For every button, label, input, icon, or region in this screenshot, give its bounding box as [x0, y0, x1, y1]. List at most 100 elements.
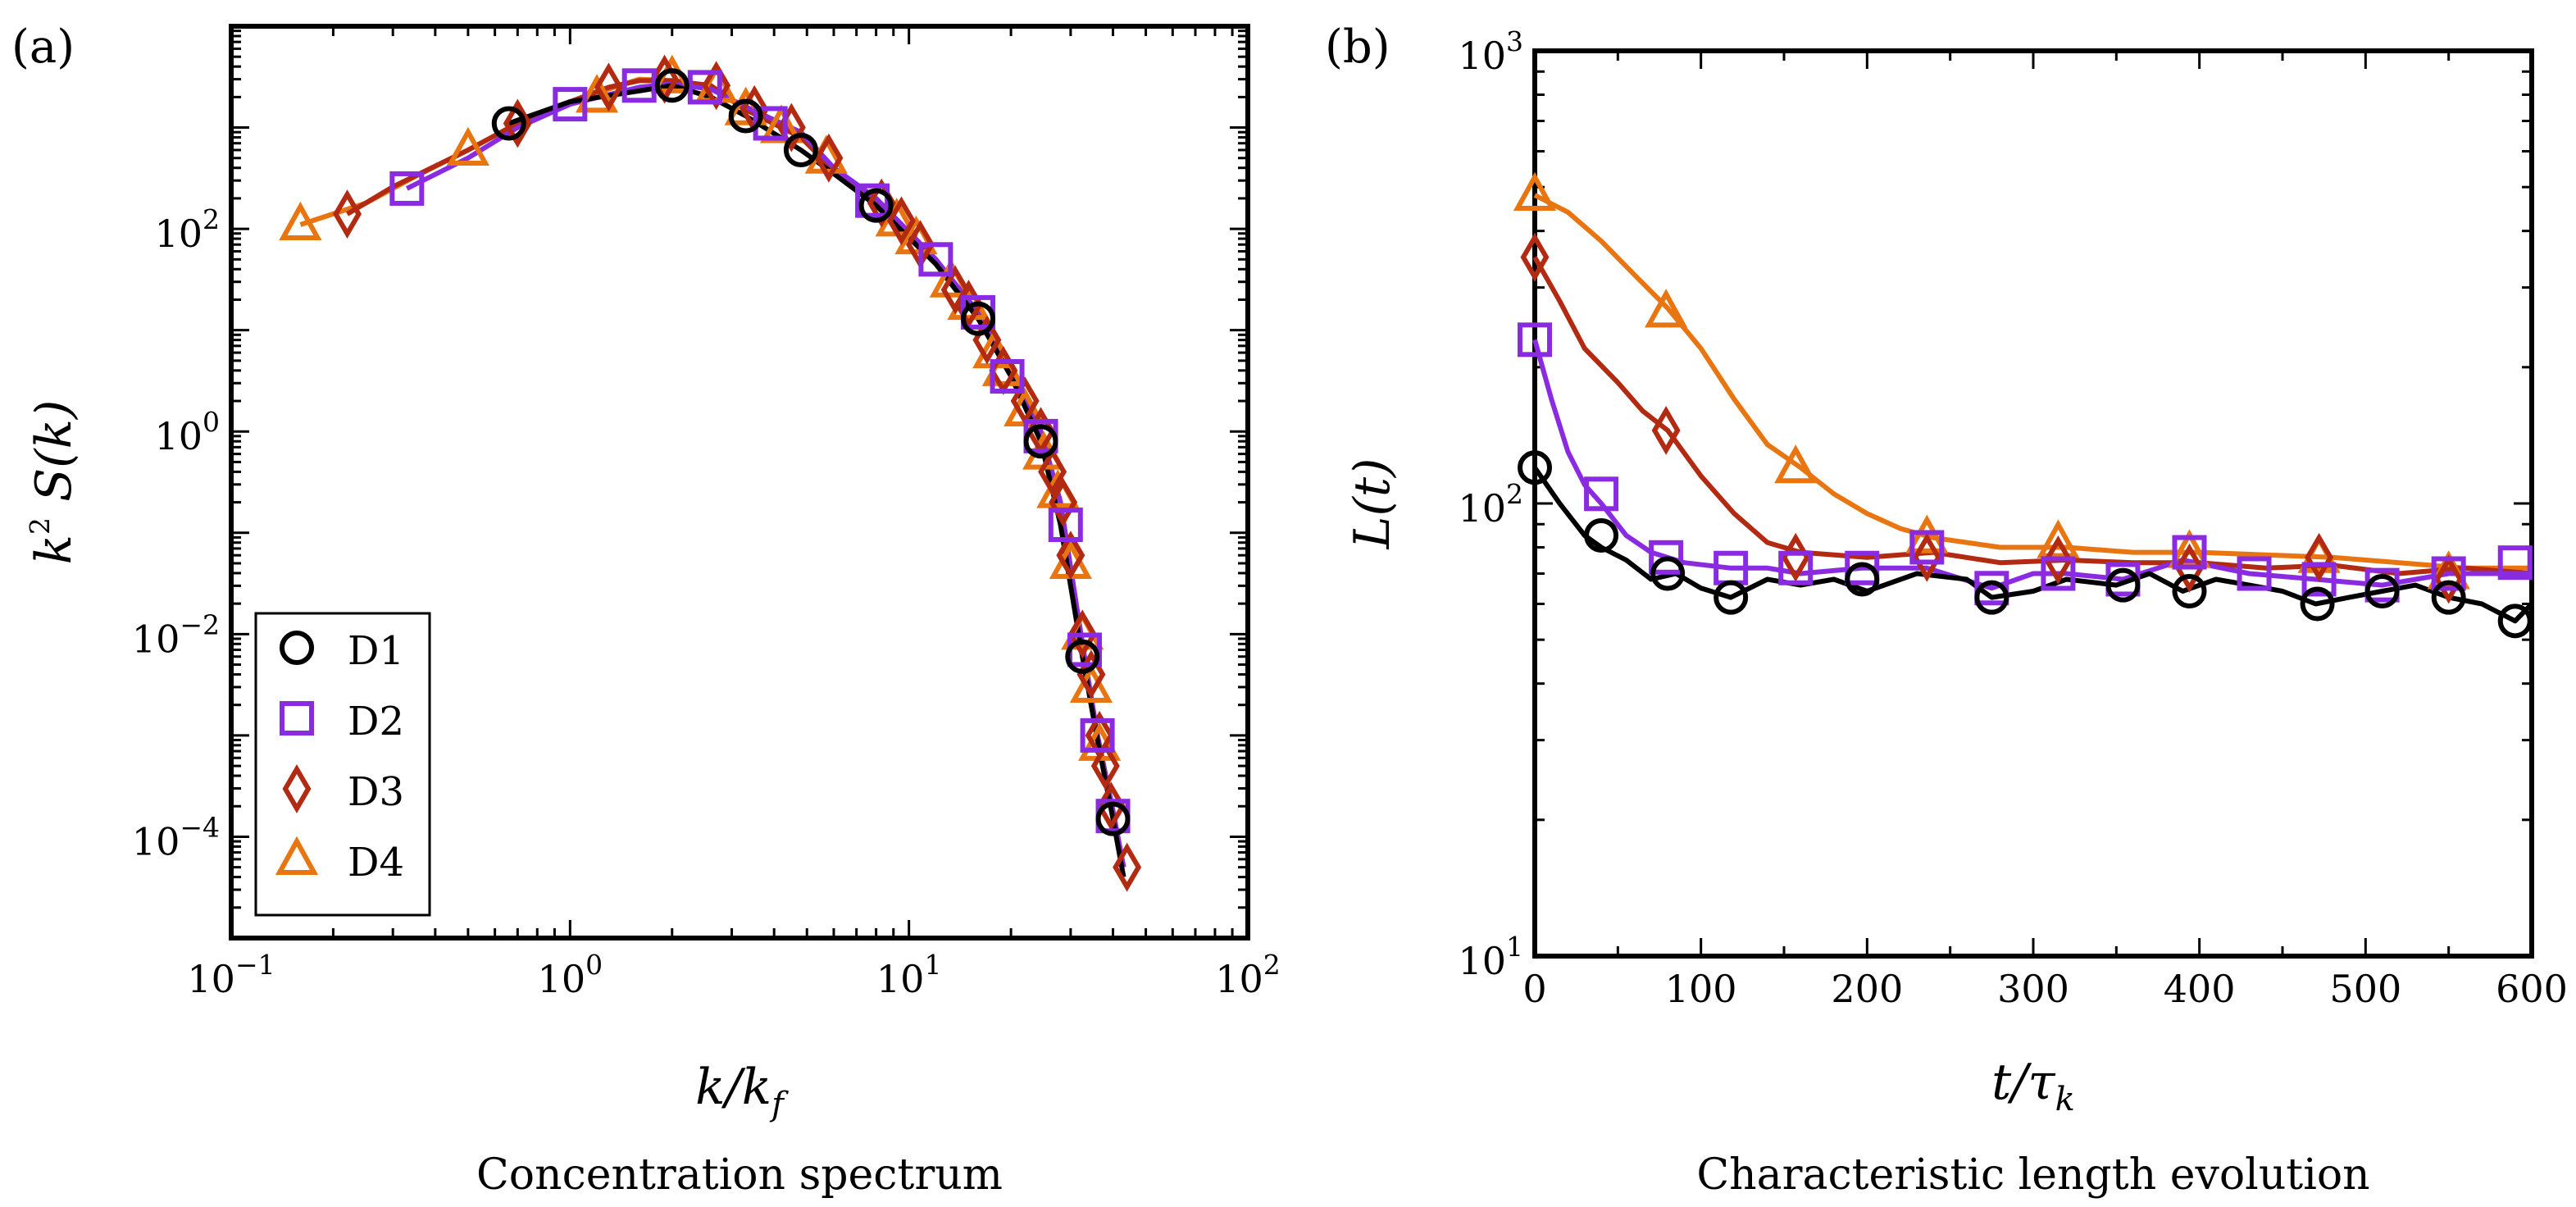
- legend-marker-shape-d2: [280, 701, 314, 736]
- panel-b-lines: [1532, 193, 2534, 624]
- panel-b-marker-d4-2: [1774, 444, 1818, 484]
- panel-b-markers: [1513, 171, 2533, 639]
- panel-a-marker-d2-5: [855, 183, 890, 218]
- legend-marker-d4: [275, 836, 319, 875]
- panel-b-marker-d1-9: [2364, 573, 2400, 608]
- panel-a-marker-d3-25: [1113, 842, 1142, 892]
- legend-label-d3: D3: [348, 769, 404, 815]
- panel-a-marker-d3-7: [814, 133, 844, 183]
- legend-marker-d2: [280, 701, 314, 736]
- panel-b-marker-d2-2: [1649, 540, 1684, 575]
- panel-b-x-tick-label-0: 0: [1522, 967, 1546, 1011]
- panel-a-x-tick-label-3: 102: [1215, 949, 1281, 1001]
- panel-a-x-axis-label: k/kf: [695, 1059, 789, 1123]
- legend-label-d1: D1: [348, 628, 404, 674]
- panel-a-marker-d4-0: [279, 201, 322, 240]
- panel-b-marker-d2-15: [2497, 545, 2533, 581]
- panel-a-marker-d1-8: [1095, 801, 1131, 836]
- panel-a-marker-d1-2: [728, 98, 763, 134]
- panel-b-x-axis-label: t/τk: [1991, 1054, 2075, 1118]
- legend-marker-d3: [282, 764, 312, 813]
- panel-a-marker-d2-0: [389, 171, 425, 206]
- panel-a-marker-d3-2: [594, 62, 623, 112]
- panel-a-marker-d3-17: [1038, 447, 1067, 497]
- panel-b-plot-frame: [1532, 48, 2534, 959]
- panel-a-marker-d2-6: [918, 242, 953, 277]
- panel-b-marker-d2-7: [1974, 571, 2009, 606]
- legend-label-d2: D2: [348, 699, 404, 745]
- panel-b-marker-d1-11: [2497, 604, 2533, 639]
- panel-a-marker-d3-0: [333, 189, 362, 239]
- panel-a-marker-d1-6: [1023, 424, 1058, 459]
- panel-a-marker-d1-7: [1065, 639, 1100, 674]
- panel-b-marker-d2-8: [2041, 556, 2076, 591]
- panel-b-y-tick-label-0: 101: [1458, 931, 1523, 983]
- panel-a-y-axis-label: k2 S(k): [24, 400, 83, 565]
- panel-b-marker-d3-5: [2175, 543, 2204, 593]
- panel-b-x-tick-label-5: 500: [2329, 967, 2401, 1011]
- panel-b-marker-d1-4: [1845, 562, 1880, 597]
- panel-a-y-tick-label-2: 100: [154, 406, 220, 458]
- panel-b-x-tick-label-3: 300: [1997, 967, 2069, 1011]
- legend-entry-d1: D1: [280, 628, 404, 674]
- panel-a-x-tick-label-1: 100: [538, 949, 603, 1001]
- panel-b-marker-d2-5: [1845, 550, 1880, 585]
- panel-b-marker-d2-12: [2301, 562, 2337, 597]
- panel-b-x-tick-labels: 0 100 200 300 400 500 600: [1522, 967, 2568, 1011]
- panel-a-y-tick-label-1: 10−2: [132, 608, 220, 661]
- legend-entry-d4: D4: [275, 836, 404, 886]
- panel-a-marker-d3-1: [503, 98, 532, 148]
- panel-b-label: (b): [1325, 20, 1390, 74]
- panel-b-marker-d3-0: [1520, 232, 1550, 282]
- panel-a-marker-d1-5: [961, 301, 996, 336]
- panel-a-label: (a): [11, 20, 75, 74]
- panel-b-marker-d4-4: [2037, 519, 2080, 558]
- panel-b-y-axis-label: L(t): [1344, 458, 1401, 550]
- panel-a-marker-d4-19: [1069, 663, 1113, 703]
- panel-b-marker-d2-4: [1778, 550, 1814, 585]
- panel-b-marker-d1-6: [2105, 567, 2141, 603]
- panel-a-line-d2: [405, 81, 1126, 868]
- panel-b-line-d2: [1532, 339, 2532, 591]
- panel-a-marker-d2-10: [1048, 507, 1083, 542]
- panel-a-marker-d2-12: [1080, 717, 1115, 753]
- panel-a-marker-d3-19: [1056, 531, 1085, 581]
- panel-b-y-tick-labels: 101 102 103: [1458, 25, 1523, 983]
- panel-a-caption: Concentration spectrum: [476, 1150, 1003, 1200]
- panel-b-marker-d3-1: [1651, 405, 1681, 455]
- panel-a-marker-d2-3: [687, 70, 722, 105]
- panel-a-x-tick-label-2: 101: [876, 949, 942, 1001]
- panel-a-marker-d3-9: [886, 196, 916, 246]
- panel-a-marker-d3-11: [940, 265, 970, 315]
- legend-entry-d2: D2: [280, 699, 404, 745]
- panel-b-marker-d2-1: [1584, 476, 1619, 512]
- panel-a-marker-d2-4: [753, 106, 788, 141]
- legend-marker-d1: [280, 631, 314, 665]
- panel-b-marker-d3-3: [1912, 532, 1941, 582]
- panel-a-marker-d3-21: [1076, 649, 1106, 699]
- panel-b-marker-d1-10: [2431, 580, 2466, 615]
- legend-label-d4: D4: [348, 840, 404, 886]
- panel-b-marker-d2-6: [1909, 530, 1945, 565]
- panel-a-marker-d1-3: [783, 132, 818, 167]
- panel-b-marker-d4-0: [1513, 171, 1557, 211]
- panel-b-x-tick-label-2: 200: [1831, 967, 1903, 1011]
- panel-b-marker-d1-5: [1974, 580, 2009, 615]
- panel-a-markers: [279, 54, 1142, 892]
- panel-a-x-tick-labels: 10−1 100 101 102: [187, 949, 1280, 1001]
- legend-marker-shape-d1: [280, 631, 314, 665]
- panel-a-marker-d1-1: [654, 68, 690, 103]
- panel-b-y-tick-label-1: 102: [1458, 478, 1523, 531]
- panel-a-marker-d3-4: [702, 61, 731, 111]
- panel-a-marker-d3-20: [1067, 609, 1097, 659]
- panel-b-marker-d3-7: [2434, 554, 2464, 604]
- panel-b-x-tick-label-1: 100: [1665, 967, 1737, 1011]
- panel-a-marker-d4-6: [759, 104, 803, 143]
- panel-a-marker-d4-2: [575, 74, 619, 113]
- panel-b-marker-d1-1: [1584, 517, 1619, 553]
- panel-b-marker-d4-3: [1905, 514, 1949, 553]
- panel-a-x-tick-label-0: 10−1: [187, 949, 275, 1001]
- panel-b-marker-d2-10: [2172, 535, 2207, 570]
- panel-b-marker-d2-14: [2431, 556, 2466, 591]
